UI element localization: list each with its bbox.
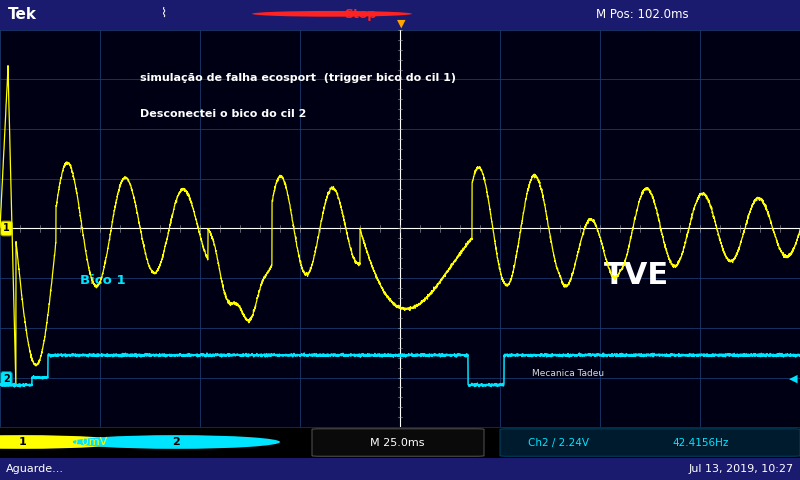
FancyBboxPatch shape — [500, 429, 800, 456]
Text: 42.4156Hz: 42.4156Hz — [672, 437, 728, 447]
Text: 20.0mV: 20.0mV — [64, 437, 107, 447]
Text: ▼: ▼ — [398, 19, 406, 29]
Text: 2: 2 — [3, 374, 10, 384]
Text: 1: 1 — [3, 224, 10, 233]
Text: Aguarde...: Aguarde... — [6, 465, 64, 474]
Text: M 25.0ms: M 25.0ms — [370, 437, 425, 447]
Text: 2: 2 — [172, 437, 180, 447]
Text: simulação de falha ecosport  (trigger bico do cil 1): simulação de falha ecosport (trigger bic… — [140, 73, 456, 84]
Text: 1: 1 — [18, 437, 26, 447]
Text: Ch2 / 2.24V: Ch2 / 2.24V — [528, 437, 589, 447]
Text: ⌇: ⌇ — [160, 6, 166, 20]
Text: 4.00V: 4.00V — [212, 437, 244, 447]
Circle shape — [72, 435, 280, 449]
Text: TVE: TVE — [604, 261, 669, 290]
Circle shape — [0, 435, 126, 449]
Text: ◀: ◀ — [789, 374, 798, 384]
Text: Tek: Tek — [8, 7, 37, 22]
FancyBboxPatch shape — [312, 429, 484, 456]
Text: Jul 13, 2019, 10:27: Jul 13, 2019, 10:27 — [689, 465, 794, 474]
Text: Stop: Stop — [344, 8, 376, 21]
Text: Desconectei o bico do cil 2: Desconectei o bico do cil 2 — [140, 109, 306, 119]
FancyBboxPatch shape — [0, 428, 800, 458]
Text: M Pos: 102.0ms: M Pos: 102.0ms — [596, 8, 689, 21]
Text: Bico 1: Bico 1 — [80, 274, 126, 287]
Circle shape — [252, 11, 412, 17]
Text: Mecanica Tadeu: Mecanica Tadeu — [532, 369, 604, 378]
